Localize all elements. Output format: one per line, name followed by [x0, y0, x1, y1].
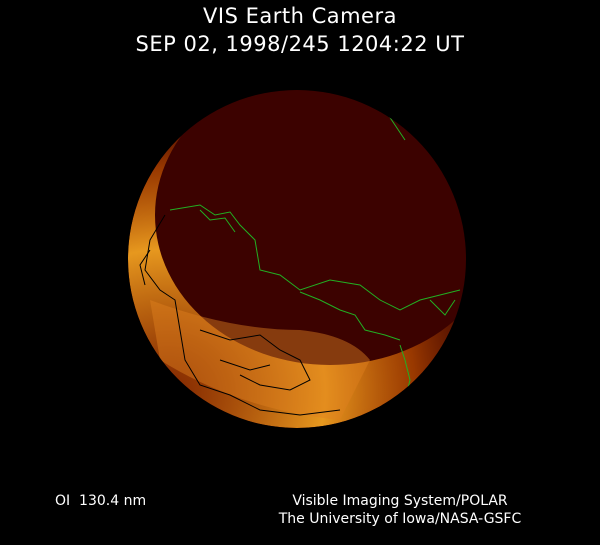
credit-line-2: The University of Iowa/NASA-GSFC — [278, 511, 522, 527]
wavelength-label: OI 130.4 nm — [55, 493, 147, 509]
image-title: VIS Earth Camera — [203, 4, 397, 28]
credit-block: Visible Imaging System/POLAR The Univers… — [250, 492, 550, 528]
coastline-night — [139, 214, 341, 416]
image-timestamp: SEP 02, 1998/245 1204:22 UT — [135, 32, 465, 56]
credit-line-1: Visible Imaging System/POLAR — [292, 493, 508, 509]
aurora-band — [150, 300, 370, 420]
